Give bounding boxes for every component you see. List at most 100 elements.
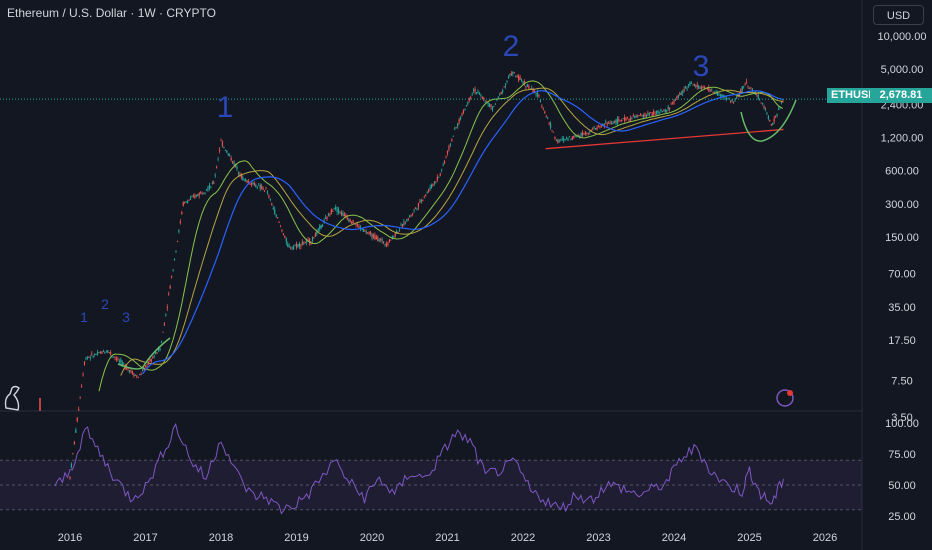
candle-body — [192, 195, 195, 197]
candle-body — [637, 115, 639, 117]
candle-body — [560, 139, 562, 141]
candle-body — [210, 186, 212, 188]
candle-body — [324, 217, 327, 219]
candle-body — [155, 351, 157, 355]
candle-body — [346, 217, 348, 220]
candle-body — [632, 115, 634, 116]
candle-body — [661, 110, 663, 112]
candle-body — [587, 132, 589, 134]
candle-body — [216, 166, 218, 168]
candle-body — [489, 104, 491, 107]
candle-body — [410, 214, 412, 216]
price-tick-label: 10,000.00 — [878, 31, 927, 43]
candle-body — [471, 94, 473, 96]
candle-body — [197, 194, 199, 197]
candle-body — [737, 95, 739, 98]
candle-body — [621, 119, 623, 122]
candle-body — [294, 245, 296, 247]
candle-body — [599, 125, 601, 128]
currency-button[interactable]: USD — [873, 5, 924, 25]
candle-body — [536, 92, 539, 96]
candle-body — [682, 91, 684, 93]
candle-body — [94, 353, 96, 355]
candle-body — [397, 232, 399, 233]
candle-body — [491, 106, 494, 110]
candle-body — [653, 111, 655, 115]
candle-body — [642, 115, 645, 117]
candle-body — [275, 214, 277, 217]
candle-body — [393, 236, 395, 237]
candle-body — [580, 133, 582, 137]
candle-body — [477, 91, 479, 93]
candle-body — [679, 92, 681, 95]
candle-body — [281, 229, 283, 232]
candle-body — [716, 92, 719, 96]
candle-body — [336, 209, 338, 212]
candle-body — [454, 128, 456, 130]
green-curve-2025 — [740, 99, 797, 142]
candle-body — [384, 243, 386, 245]
candle-body — [187, 201, 189, 203]
candle-body — [277, 217, 279, 219]
candle-body — [290, 248, 292, 250]
candle-body — [307, 239, 309, 241]
candle-body — [278, 222, 280, 223]
candle-body — [322, 225, 324, 227]
candle-body — [333, 208, 335, 210]
candle-body — [455, 127, 457, 129]
candle-body — [82, 374, 84, 376]
candle-body — [234, 165, 237, 167]
candle-body — [258, 185, 260, 186]
candle-body — [557, 139, 559, 143]
candle-body — [91, 353, 93, 355]
candle-body — [73, 442, 75, 444]
candle-body — [776, 114, 778, 116]
candle-body — [256, 187, 258, 189]
candle-body — [137, 377, 139, 379]
candle-body — [426, 192, 428, 193]
candle-body — [670, 103, 672, 105]
candle-body — [766, 112, 768, 114]
candle-body — [338, 209, 340, 213]
candle-body — [130, 370, 132, 372]
candle-body — [385, 244, 388, 247]
price-tick-label: 70.00 — [888, 269, 916, 281]
candle-body — [345, 214, 347, 217]
candle-body — [567, 138, 569, 141]
candle-body — [213, 182, 215, 184]
candle-body — [631, 117, 633, 120]
candle-body — [663, 109, 665, 111]
candle-body — [398, 229, 401, 231]
candle-body — [700, 87, 703, 89]
chart-title: Ethereum / U.S. Dollar · 1W · CRYPTO — [7, 6, 216, 20]
candle-body — [375, 236, 377, 240]
candle-body — [159, 348, 161, 351]
candle-body — [243, 178, 245, 180]
candle-body — [272, 207, 274, 209]
candle-body — [263, 190, 266, 192]
candle-body — [165, 314, 167, 316]
candle-body — [156, 352, 158, 354]
candle-body — [442, 164, 444, 166]
time-tick-label: 2022 — [511, 532, 535, 544]
candle-body — [515, 75, 517, 78]
candle-body — [175, 250, 177, 253]
candle-body — [727, 98, 729, 100]
candle-body — [531, 88, 533, 90]
candle-body — [178, 230, 180, 233]
candle-body — [365, 231, 367, 234]
spark-icon[interactable] — [776, 389, 794, 407]
candle-body — [478, 93, 481, 95]
candle-body — [371, 233, 373, 238]
candle-body — [770, 124, 772, 126]
candle-body — [249, 183, 251, 185]
candle-body — [311, 236, 314, 241]
candle-body — [594, 127, 597, 130]
candle-body — [722, 95, 724, 97]
dinosaur-logo-icon[interactable] — [4, 385, 20, 411]
candle-body — [326, 216, 328, 220]
candle-body — [114, 357, 116, 359]
candle-body — [738, 93, 740, 96]
candle-body — [468, 97, 470, 101]
candle-body — [539, 100, 542, 102]
